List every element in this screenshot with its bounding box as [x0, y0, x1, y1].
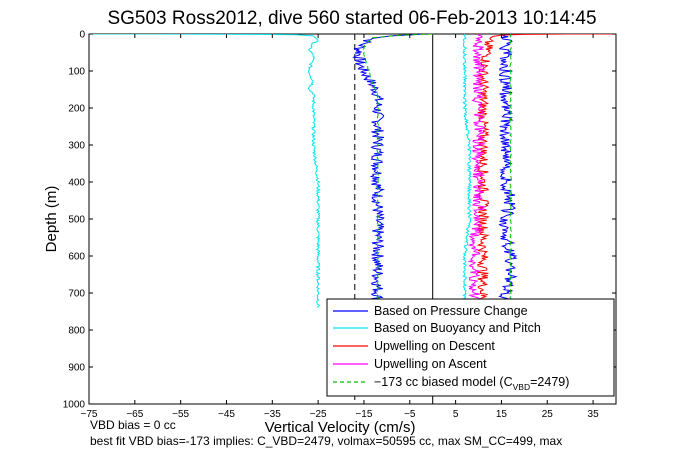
x-tick-label: −5 [404, 409, 416, 420]
legend-label-model-prefix: −173 cc biased model (C [374, 375, 513, 389]
series-line-0-0 [352, 34, 424, 305]
x-tick-label: 25 [542, 409, 554, 420]
x-tick-label: −75 [81, 409, 98, 420]
y-tick-label: 200 [68, 104, 85, 115]
y-tick-label: 900 [68, 363, 85, 374]
x-tick-label: −15 [355, 409, 372, 420]
series-line-3-0 [467, 34, 487, 309]
y-axis-label: Depth (m) [43, 186, 60, 253]
y-tick-label: 600 [68, 252, 85, 263]
x-axis-label: Vertical Velocity (cm/s) [265, 419, 416, 436]
x-axis-ticks: −75 −65 −55 −45 −35 −25 −15 −5 5 15 25 35 [81, 34, 600, 420]
legend-label-ascent: Upwelling on Ascent [374, 357, 487, 371]
series-line-2-0 [476, 34, 616, 309]
y-tick-label: 400 [68, 178, 85, 189]
x-tick-label: −45 [218, 409, 235, 420]
note-vbd-bias: VBD bias = 0 cc [90, 418, 176, 432]
legend-label-pressure: Based on Pressure Change [374, 304, 528, 318]
y-tick-label: 300 [68, 141, 85, 152]
x-tick-label: −65 [126, 409, 143, 420]
series-line-1-1 [462, 34, 473, 309]
legend-label-buoyancy: Based on Buoyancy and Pitch [374, 321, 541, 335]
y-tick-label: 0 [79, 30, 85, 41]
series-line-0-1 [496, 34, 518, 309]
series-layer [89, 34, 616, 309]
series-line-1-0 [89, 34, 321, 308]
note-best-fit: best fit VBD bias=-173 implies: C_VBD=24… [90, 434, 562, 448]
legend-label-model-sub: VBD [513, 382, 530, 392]
y-tick-label: 500 [68, 215, 85, 226]
x-tick-label: 15 [496, 409, 508, 420]
legend-label-model: −173 cc biased model (CVBD=2479) [374, 375, 569, 392]
legend-box [326, 298, 615, 397]
y-tick-label: 100 [68, 67, 85, 78]
x-tick-label: 35 [588, 409, 600, 420]
x-tick-label: 5 [453, 409, 459, 420]
series-line-4-0 [362, 34, 434, 309]
legend-label-model-suffix: =2479) [530, 375, 569, 389]
y-tick-label: 1000 [63, 400, 86, 411]
x-tick-label: −35 [264, 409, 281, 420]
x-tick-label: −55 [172, 409, 189, 420]
y-tick-label: 700 [68, 289, 85, 300]
chart-title: SG503 Ross2012, dive 560 started 06-Feb-… [107, 8, 596, 29]
y-axis-ticks: 0 100 200 300 400 500 600 700 800 900 1000 [63, 30, 616, 411]
x-tick-label: −25 [310, 409, 327, 420]
y-tick-label: 800 [68, 326, 85, 337]
legend-label-descent: Upwelling on Descent [374, 339, 495, 353]
series-line-4-1 [509, 34, 513, 309]
legend: Based on Pressure Change Based on Buoyan… [326, 298, 615, 397]
